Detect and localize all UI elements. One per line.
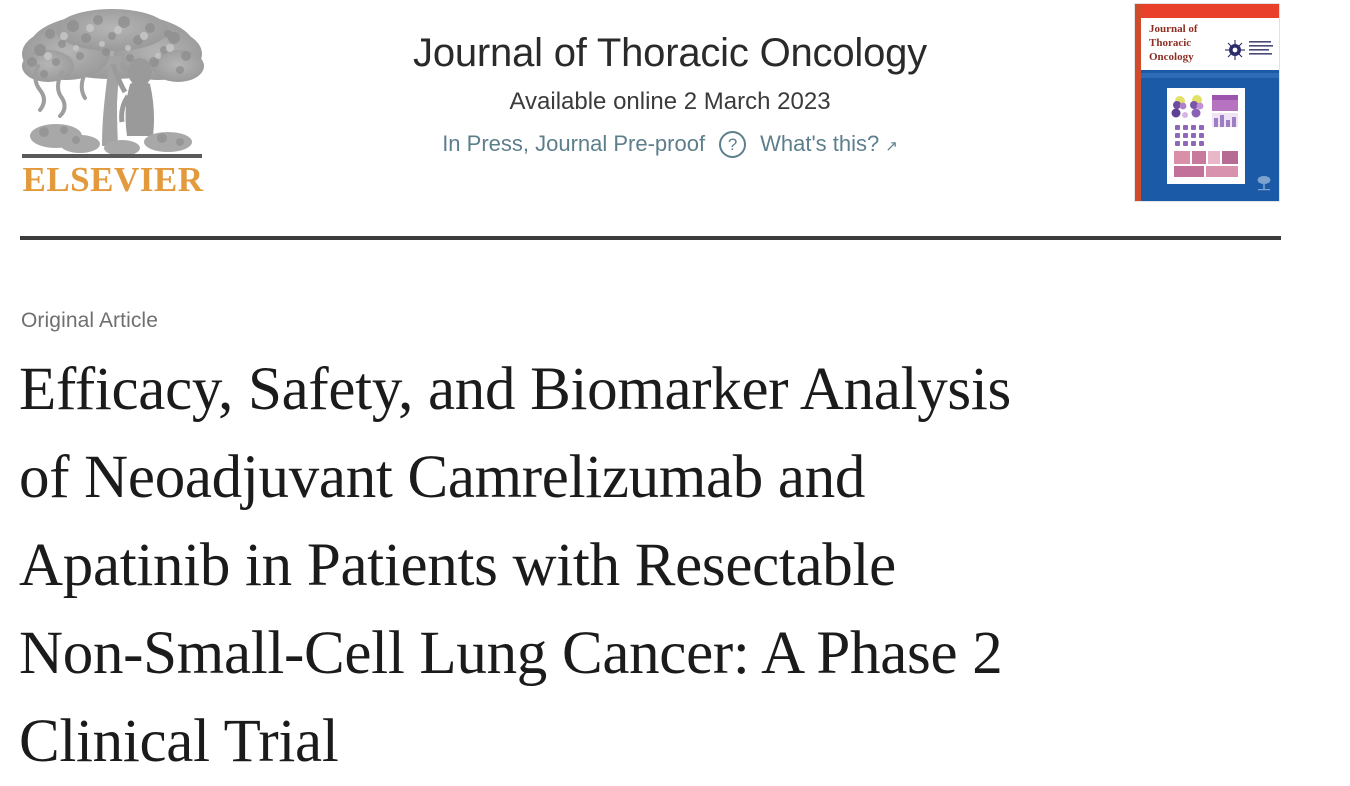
cover-title: Journal of Thoracic Oncology [1149, 23, 1198, 64]
publication-status-row: In Press, Journal Pre-proof ? What's thi… [250, 130, 1090, 158]
cover-figure-panel [1167, 88, 1245, 184]
question-mark-circle-icon[interactable]: ? [719, 130, 747, 158]
cover-title-line-2: Thoracic [1149, 36, 1192, 49]
whats-this-label: What's this? [760, 131, 880, 157]
cover-red-band [1141, 4, 1279, 18]
cover-body [1141, 70, 1279, 201]
availability-date: Available online 2 March 2023 [509, 88, 831, 115]
cover-masthead: Journal of Thoracic Oncology [1141, 18, 1279, 71]
elsevier-logo[interactable]: ELSEVIER [18, 4, 218, 204]
header-divider [20, 236, 1281, 240]
article-title: Efficacy, Safety, and Biomarker Analysis… [19, 346, 1319, 786]
journal-title: Journal of Thoracic Oncology [413, 31, 927, 75]
elsevier-wordmark: ELSEVIER [22, 160, 204, 199]
journal-cover-thumbnail[interactable]: Journal of Thoracic Oncology [1134, 3, 1280, 202]
article-title-line: Efficacy, Safety, and Biomarker Analysis [19, 356, 1011, 423]
journal-info-block: Journal of Thoracic Oncology Available o… [250, 30, 1090, 158]
press-status-label: In Press, Journal Pre-proof [442, 131, 706, 157]
journal-header: ELSEVIER Journal of Thoracic Oncology Av… [0, 0, 1350, 240]
article-type-label: Original Article [21, 309, 158, 332]
elsevier-tree-icon [22, 9, 204, 158]
cover-title-line-3: Oncology [1149, 50, 1194, 63]
cover-micrograph-grid-icon [1170, 91, 1242, 181]
article-title-line: Apatinib in Patients with Resectable [19, 532, 896, 599]
whats-this-link[interactable]: What's this? ↗ [760, 131, 898, 157]
cover-left-strip [1135, 4, 1141, 201]
article-title-line: Clinical Trial [19, 708, 339, 775]
article-title-line: Non-Small-Cell Lung Cancer: A Phase 2 [19, 620, 1003, 687]
external-link-icon: ↗ [885, 138, 898, 156]
article-title-line: of Neoadjuvant Camrelizumab and [19, 444, 866, 511]
cover-title-line-1: Journal of [1149, 23, 1198, 35]
society-logo-icon [1225, 40, 1273, 60]
cover-top-line [1141, 73, 1279, 78]
cover-elsevier-tree-icon [1257, 176, 1271, 191]
